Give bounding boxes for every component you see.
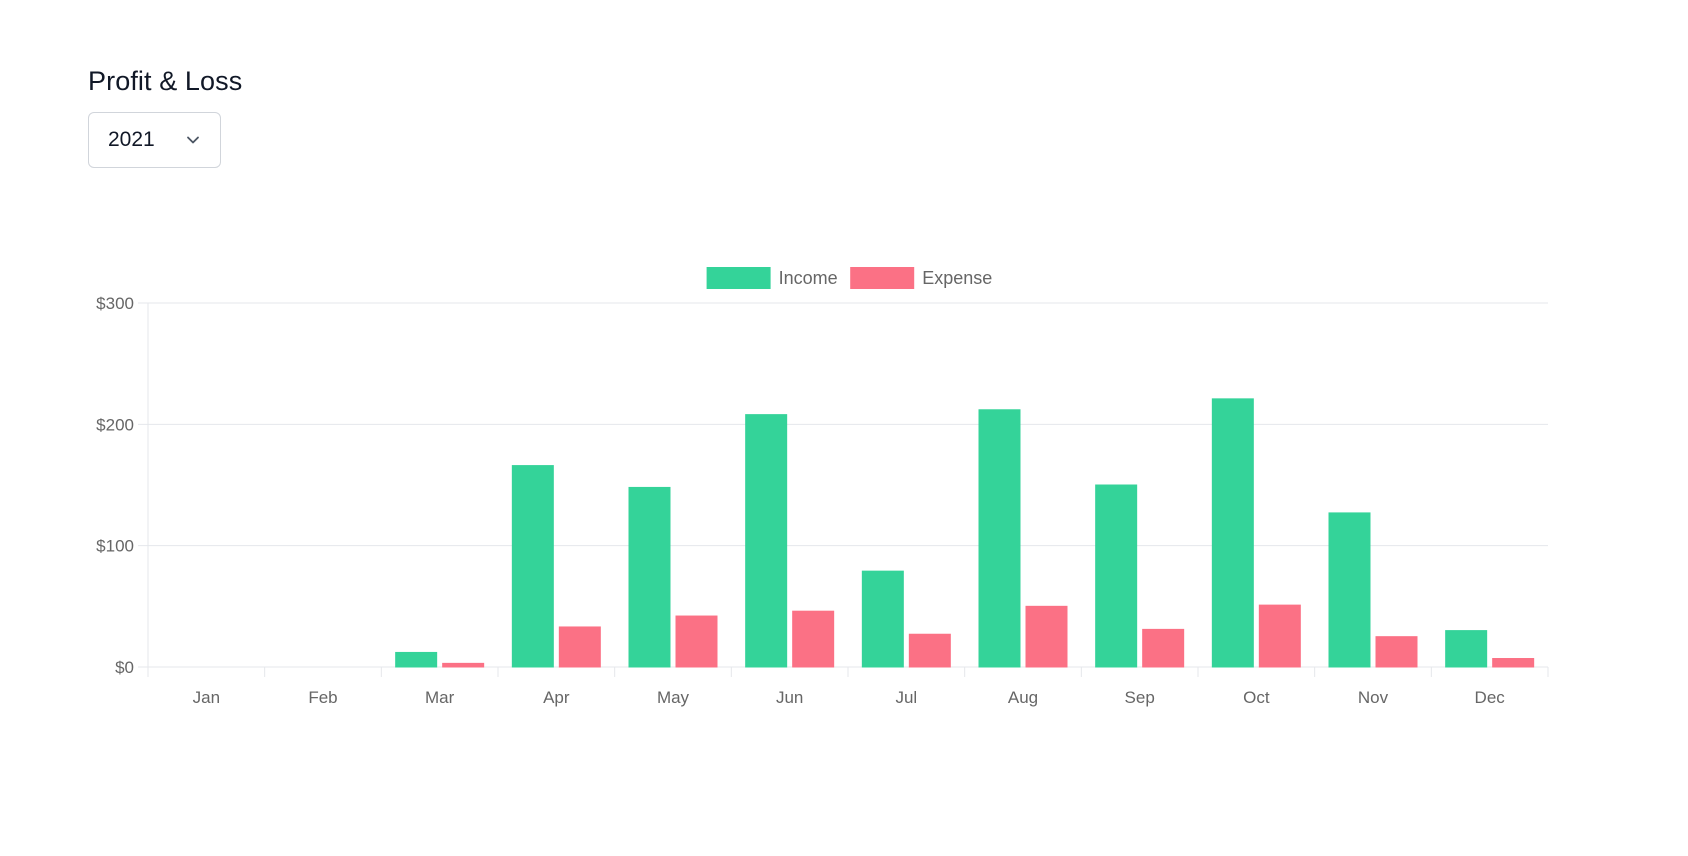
expense-bar-oct [1258, 604, 1301, 668]
expense-bar-dec [1492, 658, 1535, 668]
x-tick-label: Apr [543, 688, 570, 707]
chevron-down-icon [187, 136, 199, 144]
legend-label-income: Income [779, 268, 838, 288]
income-bar-may [628, 486, 671, 668]
income-bar-jun [745, 414, 788, 668]
y-tick-label: $0 [115, 658, 134, 677]
x-tick-label: Jul [895, 688, 917, 707]
income-bar-dec [1445, 630, 1488, 668]
x-tick-label: Dec [1475, 688, 1506, 707]
expense-bar-mar [442, 662, 485, 668]
page-title: Profit & Loss [88, 66, 243, 96]
x-tick-label: Oct [1243, 688, 1270, 707]
expense-bar-may [675, 615, 718, 668]
expense-bar-jul [908, 633, 951, 668]
y-tick-label: $300 [96, 294, 134, 313]
income-bar-mar [395, 651, 438, 668]
y-tick-label: $100 [96, 537, 134, 556]
income-bar-aug [978, 409, 1021, 668]
income-bar-apr [511, 465, 554, 668]
year-select[interactable]: 2021 [88, 112, 221, 168]
x-tick-label: Mar [425, 688, 455, 707]
expense-bar-jun [792, 610, 835, 668]
x-tick-label: Sep [1125, 688, 1155, 707]
expense-bar-sep [1142, 628, 1185, 668]
x-tick-label: Nov [1358, 688, 1389, 707]
x-tick-label: Aug [1008, 688, 1038, 707]
expense-bar-apr [558, 626, 601, 668]
x-tick-label: Feb [308, 688, 337, 707]
expense-bar-nov [1375, 636, 1418, 668]
y-tick-label: $200 [96, 415, 134, 434]
x-tick-label: May [657, 688, 690, 707]
year-select-value: 2021 [108, 128, 155, 151]
income-bar-oct [1211, 398, 1254, 668]
income-bar-jul [861, 570, 904, 668]
legend-swatch-expense [850, 267, 915, 289]
x-tick-label: Jun [776, 688, 803, 707]
x-tick-label: Jan [193, 688, 220, 707]
legend-swatch-income [706, 267, 771, 289]
expense-bar-aug [1025, 605, 1068, 668]
legend-label-expense: Expense [922, 268, 992, 288]
income-bar-nov [1328, 512, 1371, 668]
income-bar-sep [1095, 484, 1138, 668]
